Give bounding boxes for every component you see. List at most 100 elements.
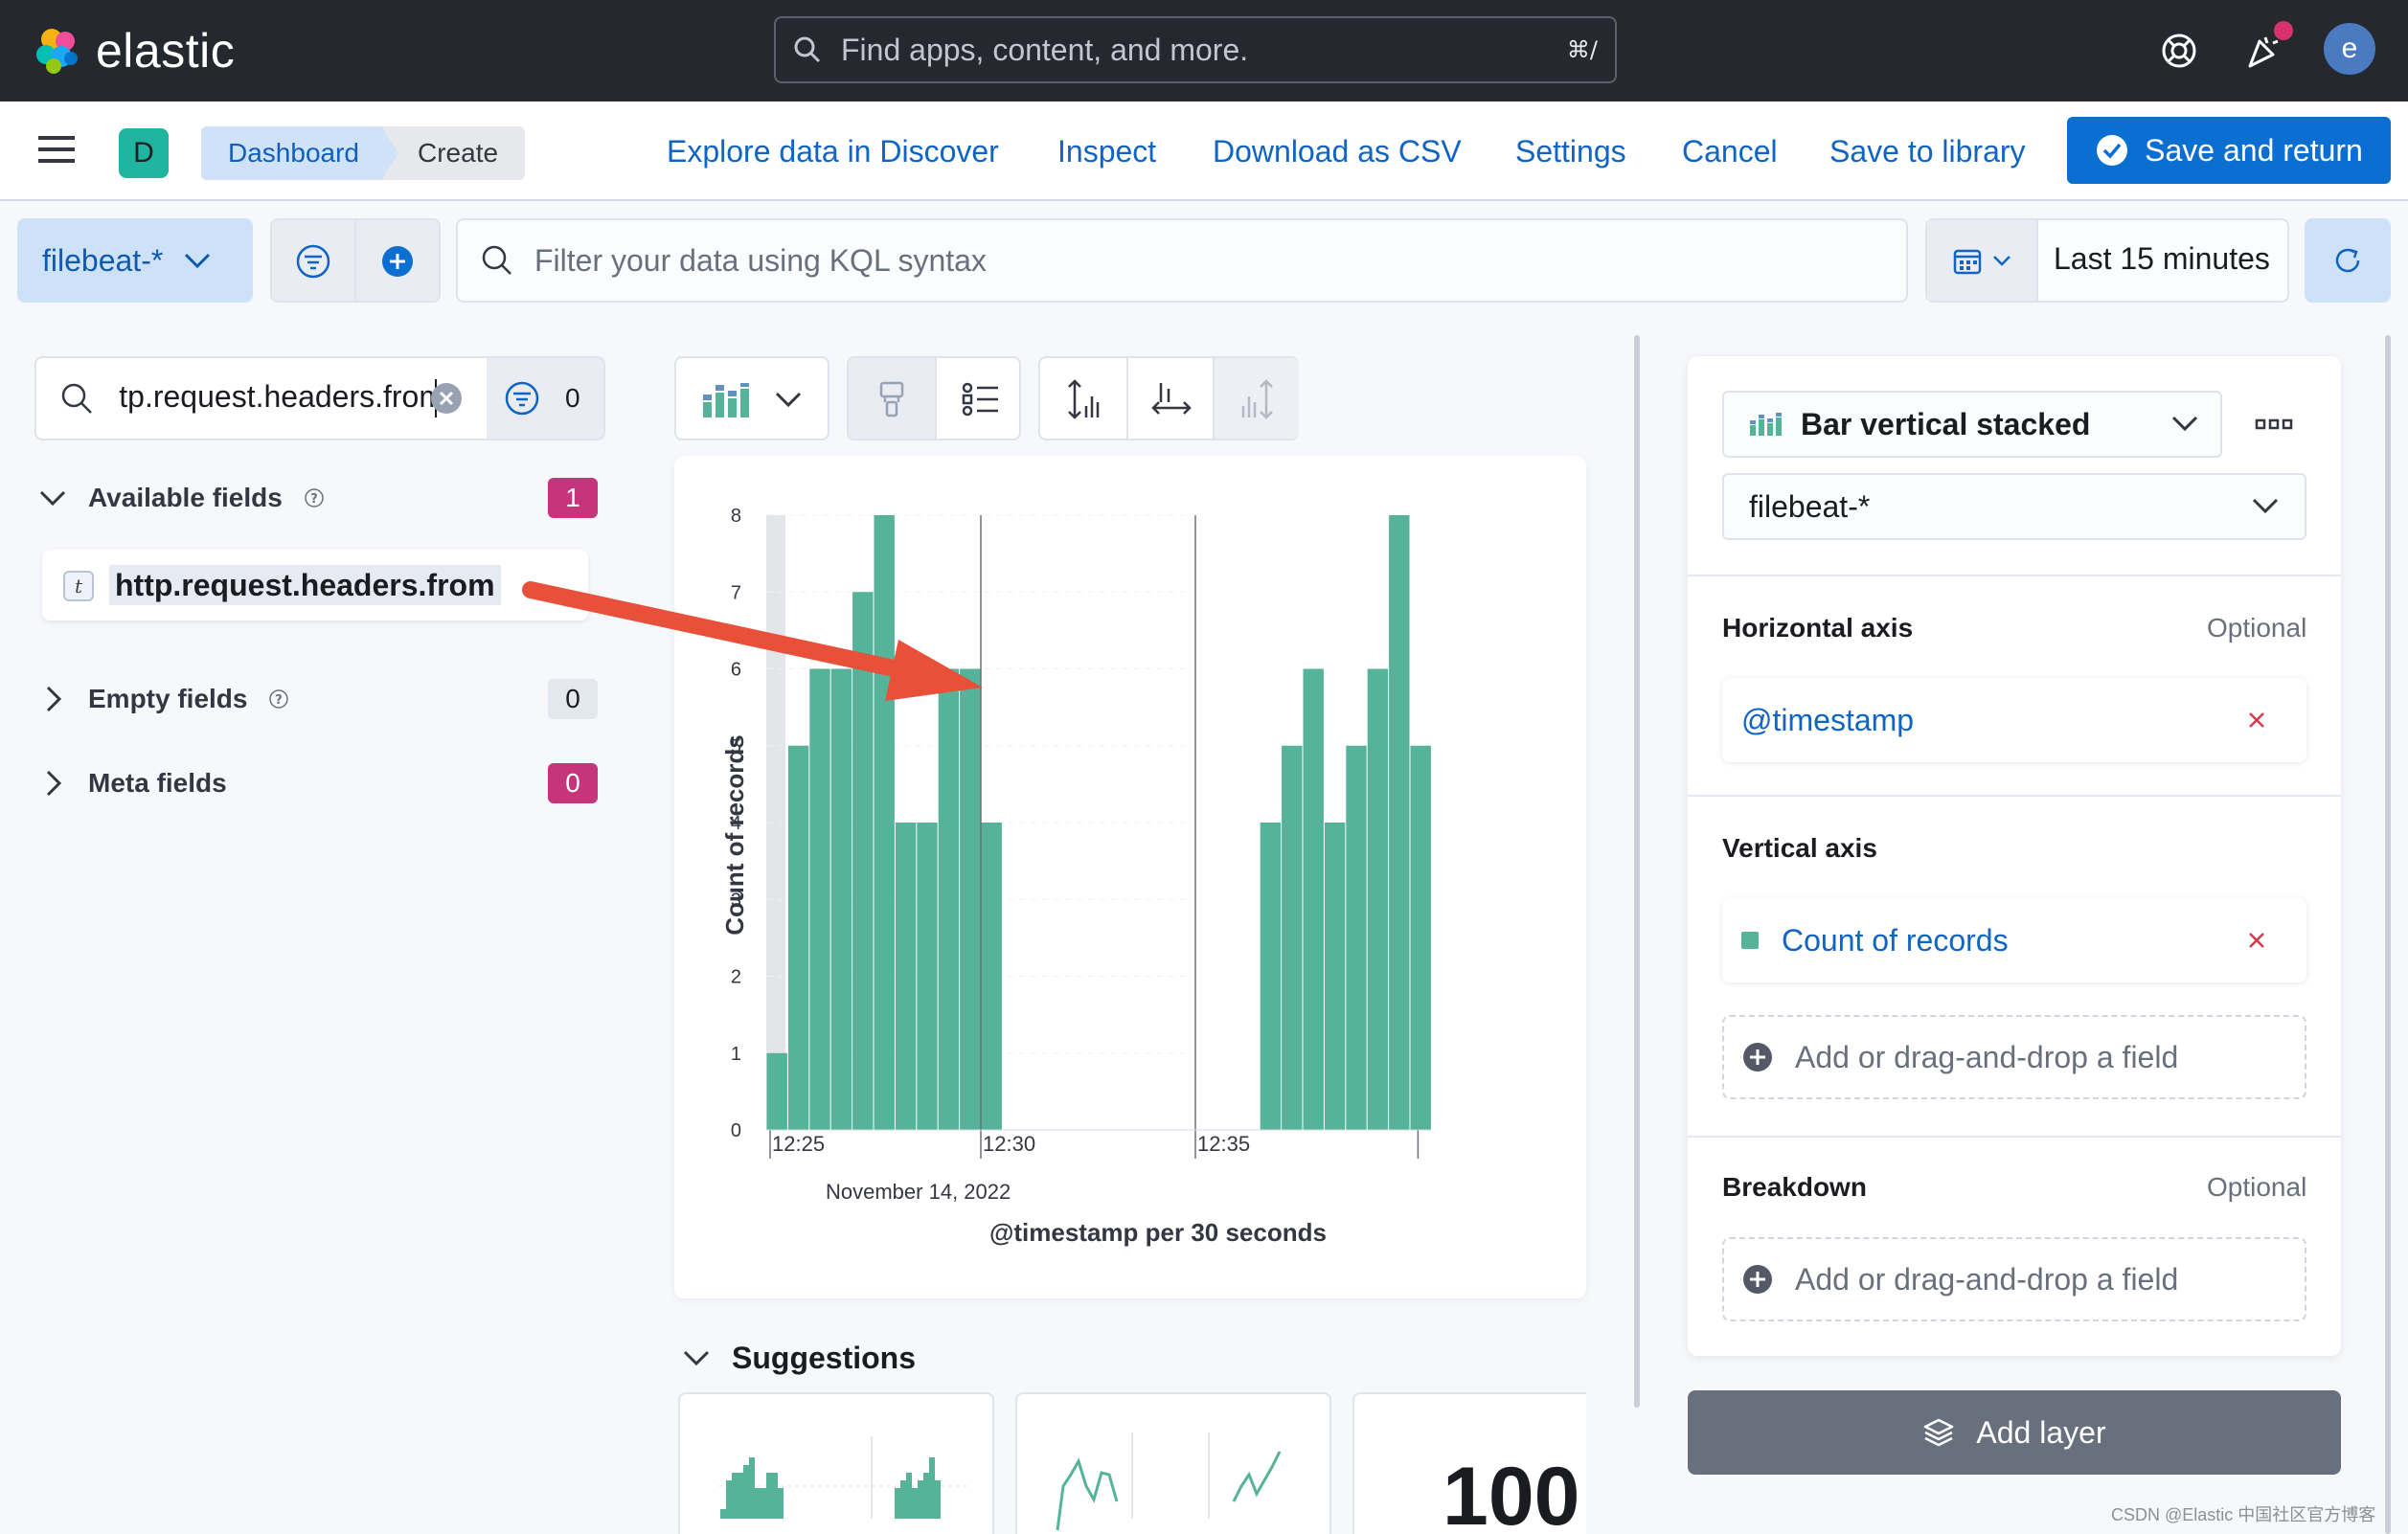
bar[interactable] bbox=[852, 592, 874, 1130]
horizontal-axis-dimension[interactable]: @timestamp bbox=[1722, 678, 2306, 762]
question-icon: ? bbox=[305, 488, 324, 508]
plus-circle-icon bbox=[1743, 1043, 1772, 1072]
add-layer-label: Add layer bbox=[1976, 1414, 2106, 1450]
kql-query-input[interactable]: Filter your data using KQL syntax bbox=[456, 218, 1908, 303]
notification-dot bbox=[2274, 21, 2293, 40]
chevron-down-icon bbox=[2171, 416, 2198, 432]
save-to-library-link[interactable]: Save to library bbox=[1829, 133, 2026, 169]
meta-fields-toggle[interactable]: Meta fields bbox=[38, 762, 227, 804]
layer-actions-button[interactable] bbox=[2255, 410, 2293, 439]
field-type-filter-button[interactable]: 0 bbox=[487, 358, 603, 439]
quick-select-button[interactable] bbox=[1927, 220, 2038, 301]
remove-icon[interactable] bbox=[2247, 931, 2266, 950]
news-feed-button[interactable] bbox=[2238, 25, 2289, 77]
bar[interactable] bbox=[830, 668, 852, 1131]
bar[interactable] bbox=[1282, 745, 1303, 1130]
bar[interactable] bbox=[1367, 668, 1389, 1131]
add-filter-button[interactable] bbox=[379, 243, 416, 280]
bar[interactable] bbox=[917, 823, 938, 1130]
bar[interactable] bbox=[809, 668, 830, 1131]
remove-icon[interactable] bbox=[2247, 711, 2266, 730]
series-color-swatch bbox=[1741, 932, 1759, 949]
user-avatar[interactable]: e bbox=[2324, 23, 2375, 75]
settings-link[interactable]: Settings bbox=[1515, 133, 1626, 169]
left-axis-button[interactable] bbox=[1065, 379, 1103, 419]
filter-menu-button[interactable] bbox=[295, 243, 331, 280]
breakdown-add-field[interactable]: Add or drag-and-drop a field bbox=[1722, 1237, 2306, 1321]
kql-placeholder: Filter your data using KQL syntax bbox=[534, 242, 987, 278]
cancel-link[interactable]: Cancel bbox=[1682, 133, 1778, 169]
bar[interactable] bbox=[787, 745, 809, 1130]
explore-in-discover-link[interactable]: Explore data in Discover bbox=[667, 133, 999, 169]
suggestion-bar-chart[interactable] bbox=[678, 1392, 994, 1534]
bottom-axis-icon bbox=[1151, 383, 1192, 415]
brush-icon bbox=[879, 381, 904, 417]
data-view-picker[interactable]: filebeat-* bbox=[17, 218, 253, 303]
bottom-axis-button[interactable] bbox=[1151, 381, 1192, 419]
svg-text:?: ? bbox=[310, 492, 318, 507]
chart-switcher[interactable] bbox=[674, 356, 829, 440]
clear-search-button[interactable] bbox=[429, 381, 464, 416]
chevron-down-icon bbox=[1993, 256, 2010, 266]
suggestions-label: Suggestions bbox=[732, 1340, 917, 1375]
save-and-return-button[interactable]: Save and return bbox=[2067, 117, 2391, 184]
string-field-type-icon: t bbox=[63, 571, 94, 601]
legend-button[interactable] bbox=[962, 381, 1000, 417]
bar[interactable] bbox=[938, 668, 960, 1131]
y-tick-label: 2 bbox=[731, 967, 741, 988]
global-search-placeholder: Find apps, content, and more. bbox=[841, 32, 1249, 67]
refresh-button[interactable] bbox=[2305, 218, 2391, 303]
inspect-link[interactable]: Inspect bbox=[1057, 133, 1157, 169]
date-picker[interactable]: Last 15 minutes bbox=[1925, 218, 2289, 303]
bar-chart-icon bbox=[703, 383, 749, 417]
x-tick-label: 12:25 bbox=[772, 1132, 825, 1156]
bar[interactable] bbox=[1346, 745, 1367, 1130]
bar[interactable] bbox=[1324, 823, 1346, 1130]
bar[interactable] bbox=[960, 668, 981, 1131]
bar[interactable] bbox=[1410, 745, 1431, 1130]
y-axis-title: Count of records bbox=[720, 734, 749, 935]
clear-icon bbox=[431, 383, 462, 414]
y-tick-label: 3 bbox=[731, 890, 741, 911]
vertical-axis-dimension[interactable]: Count of records bbox=[1722, 898, 2306, 982]
visual-options-button[interactable] bbox=[849, 358, 935, 439]
filter-icon bbox=[296, 244, 330, 279]
bar[interactable] bbox=[1389, 515, 1410, 1130]
available-fields-toggle[interactable]: Available fields ? bbox=[38, 477, 325, 519]
panel-resize-handle[interactable] bbox=[1634, 335, 1640, 1408]
global-search[interactable]: Find apps, content, and more. ⌘/ bbox=[774, 16, 1617, 83]
bar[interactable] bbox=[1303, 668, 1324, 1131]
elastic-logo[interactable]: elastic bbox=[33, 21, 243, 80]
suggestion-metric[interactable]: 100 bbox=[1352, 1392, 1586, 1534]
filter-buttons bbox=[270, 218, 441, 303]
bar[interactable] bbox=[981, 823, 1002, 1130]
bar[interactable] bbox=[895, 823, 917, 1130]
vertical-axis-add-field[interactable]: Add or drag-and-drop a field bbox=[1722, 1015, 2306, 1099]
space-avatar[interactable]: D bbox=[119, 128, 169, 178]
add-layer-button[interactable]: Add layer bbox=[1688, 1390, 2341, 1475]
field-search-input[interactable]: http.request.headers.from bbox=[119, 379, 444, 414]
breadcrumb-dashboard[interactable]: Dashboard bbox=[201, 126, 413, 180]
help-button[interactable] bbox=[2153, 25, 2205, 77]
page-scrollbar[interactable] bbox=[2385, 335, 2391, 1534]
bar[interactable] bbox=[766, 1052, 787, 1130]
suggestions-toggle[interactable]: Suggestions bbox=[682, 1339, 916, 1377]
bar[interactable] bbox=[1260, 823, 1282, 1130]
check-circle-icon bbox=[2097, 135, 2128, 166]
left-axis-icon bbox=[1068, 379, 1100, 419]
download-csv-link[interactable]: Download as CSV bbox=[1213, 133, 1462, 169]
breakdown-optional: Optional bbox=[2207, 1172, 2307, 1202]
field-filter-count: 0 bbox=[565, 383, 580, 413]
chart-type-label: Bar vertical stacked bbox=[1801, 406, 2091, 441]
layer-data-view-select[interactable]: filebeat-* bbox=[1722, 473, 2306, 540]
suggestion-line-chart[interactable] bbox=[1015, 1392, 1331, 1534]
field-search[interactable]: http.request.headers.from 0 bbox=[34, 356, 605, 440]
legend-icon bbox=[962, 382, 998, 417]
chart-type-select[interactable]: Bar vertical stacked bbox=[1722, 391, 2222, 458]
question-icon: ? bbox=[269, 689, 289, 709]
filter-icon bbox=[505, 381, 539, 416]
empty-fields-toggle[interactable]: Empty fields ? bbox=[38, 678, 289, 720]
x-tick-label: 12:30 bbox=[983, 1132, 1035, 1156]
field-item-http-request-headers-from[interactable]: t http.request.headers.from bbox=[42, 550, 588, 620]
menu-toggle-button[interactable] bbox=[38, 134, 77, 165]
